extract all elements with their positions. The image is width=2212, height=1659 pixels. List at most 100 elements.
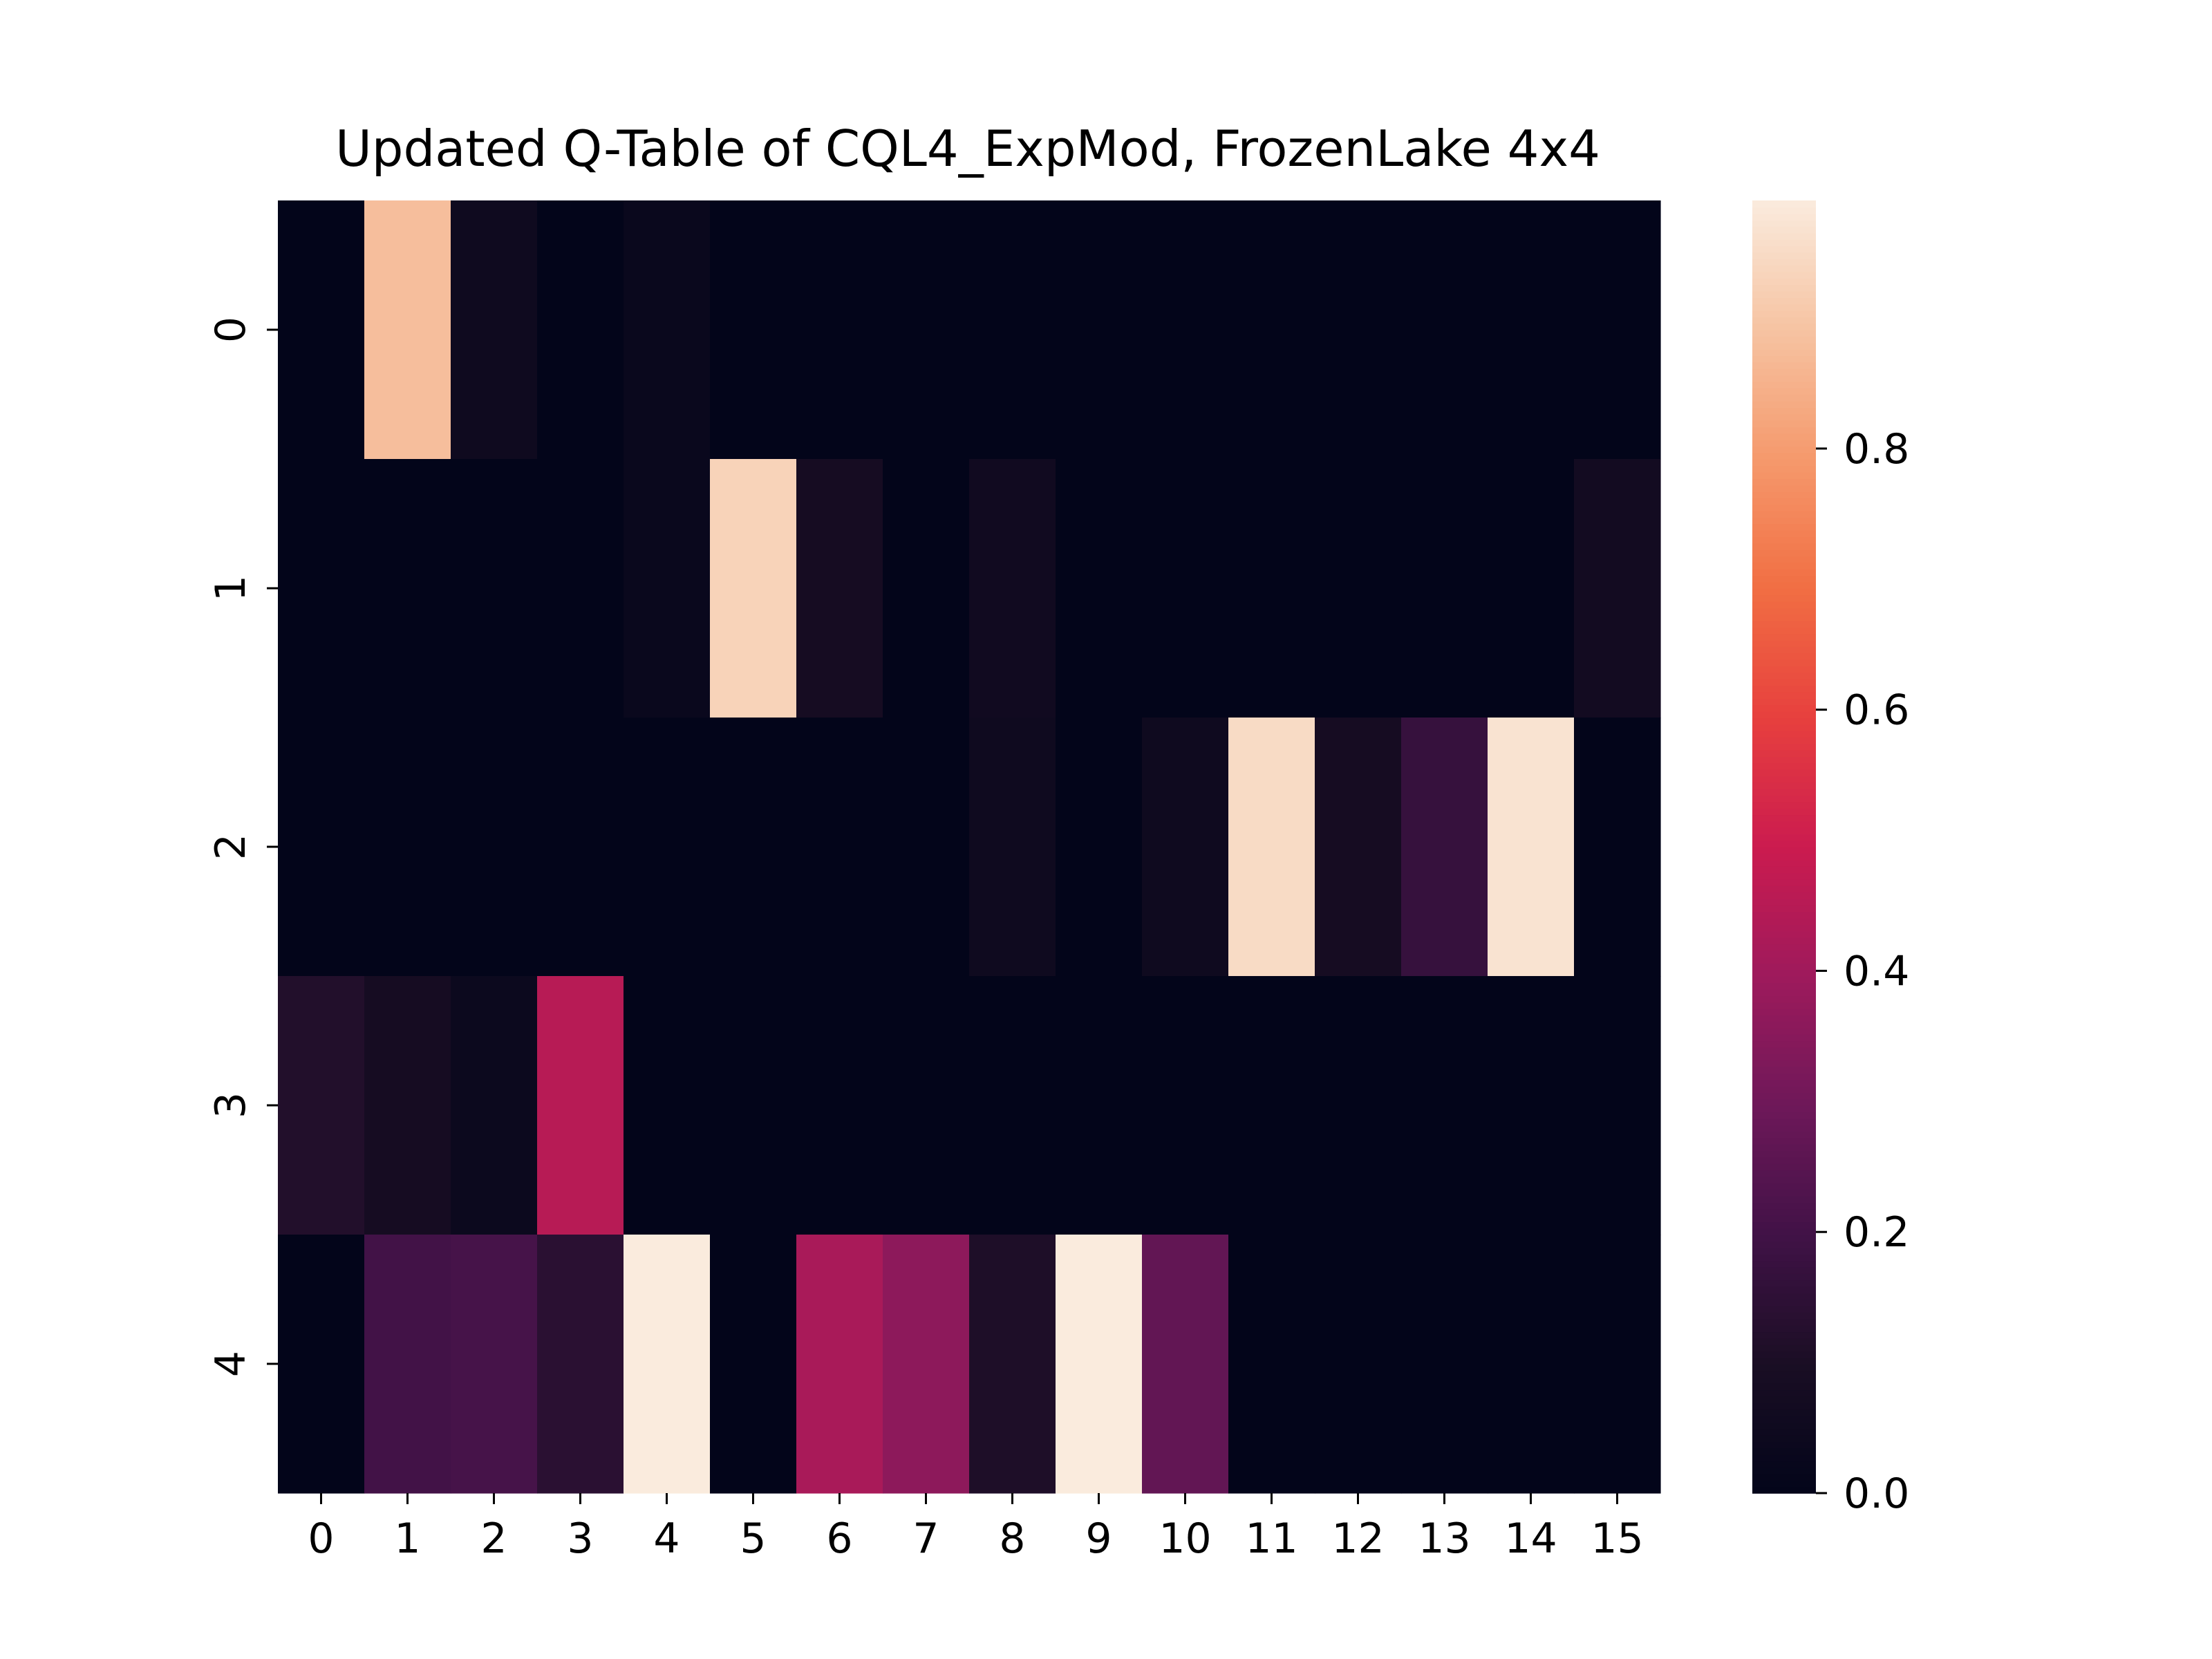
heatmap-cell [710,200,797,460]
colorbar-segment [1752,1280,1816,1287]
colorbar-segment [1752,1144,1816,1152]
colorbar-segment [1752,1441,1816,1449]
colorbar-segment [1752,213,1816,221]
heatmap-cell [278,459,365,718]
heatmap-cell [1228,1235,1315,1494]
heatmap-cell [451,459,538,718]
x-tick-label: 0 [308,1515,334,1563]
colorbar-segment [1752,627,1816,635]
colorbar-segment [1752,666,1816,673]
colorbar-segment [1752,769,1816,776]
colorbar-segment [1752,349,1816,357]
colorbar-segment [1752,937,1816,945]
colorbar-segment [1752,924,1816,932]
colorbar-segment [1752,1189,1816,1197]
colorbar-segment [1752,427,1816,434]
colorbar-segment [1752,988,1816,996]
heatmap-cell [710,976,797,1235]
colorbar-segment [1752,653,1816,660]
colorbar-segment [1752,807,1816,816]
heatmap-cell [364,200,451,460]
heatmap-cell [451,1235,538,1494]
colorbar-segment [1752,1105,1816,1113]
colorbar-segment [1752,1195,1816,1203]
heatmap-cell [1488,459,1575,718]
colorbar-segment [1752,1131,1816,1138]
colorbar-segment [1752,1338,1816,1345]
colorbar-segment [1752,543,1816,550]
colorbar-segment [1752,1344,1816,1352]
chart-title: Updated Q-Table of CQL4_ExpMod, FrozenLa… [335,120,1600,178]
colorbar-segment [1752,1331,1816,1339]
heatmap-cell [1228,718,1315,977]
heatmap-cell [1056,1235,1143,1494]
colorbar-segment [1752,944,1816,951]
colorbar-segment [1752,608,1816,615]
colorbar-segment [1752,556,1816,563]
colorbar-segment [1752,245,1816,253]
colorbar-segment [1752,375,1816,382]
colorbar-segment [1752,1228,1816,1235]
colorbar-segment [1752,1396,1816,1403]
colorbar-segment [1752,1215,1816,1223]
colorbar-segment [1752,1241,1816,1248]
heatmap-cell [1056,459,1143,718]
heatmap-cell [883,976,970,1235]
colorbar-segment [1752,1318,1816,1326]
colorbar-segment [1752,433,1816,440]
colorbar-segment [1752,413,1816,421]
colorbar-segment [1752,718,1816,725]
colorbar-segment [1752,1415,1816,1423]
colorbar-segment [1752,1486,1816,1494]
colorbar-segment [1752,1312,1816,1320]
colorbar-segment [1752,1324,1816,1333]
colorbar-segment [1752,917,1816,925]
colorbar-segment [1752,678,1816,686]
colorbar-segment [1752,1254,1816,1262]
colorbar-tick-label: 0.4 [1844,947,1909,995]
colorbar-segment [1752,588,1816,596]
x-tick-label: 6 [826,1515,852,1563]
heatmap-cell [1315,718,1402,977]
heatmap-cell [796,976,883,1235]
colorbar-segment [1752,1467,1816,1474]
colorbar-segment [1752,620,1816,628]
heatmap-cell [883,459,970,718]
colorbar-segment [1752,478,1816,486]
colorbar-segment [1752,1208,1816,1216]
heatmap-cell [537,200,624,460]
colorbar-segment [1752,1273,1816,1281]
x-tick-label: 15 [1591,1515,1643,1563]
colorbar-segment [1752,633,1816,641]
heatmap-cell [1401,718,1488,977]
colorbar-segment [1752,1008,1816,1015]
heatmap-cell [1574,200,1661,460]
colorbar-segment [1752,1266,1816,1274]
colorbar-segment [1752,872,1816,880]
heatmap-cell [1315,976,1402,1235]
heatmap-cell [278,200,365,460]
colorbar-segment [1752,400,1816,408]
heatmap-cell [1488,976,1575,1235]
colorbar-segment [1752,1176,1816,1183]
heatmap-cell [1142,459,1229,718]
colorbar-segment [1752,879,1816,886]
colorbar-tick-label: 0.8 [1844,425,1909,474]
colorbar-segment [1752,821,1816,828]
colorbar-tick-label: 0.6 [1844,686,1909,735]
heatmap-cell [1401,1235,1488,1494]
colorbar-segment [1752,1098,1816,1106]
heatmap-cell [969,718,1056,977]
colorbar-segment [1752,782,1816,789]
heatmap-cell [1488,1235,1575,1494]
colorbar-segment [1752,252,1816,259]
y-axis: 0 1 2 3 4 [207,317,278,1377]
colorbar-segment [1752,1370,1816,1378]
heatmap-cell [364,718,451,977]
colorbar-segment [1752,801,1816,809]
colorbar-segment [1752,1085,1816,1094]
colorbar-segment [1752,200,1816,208]
heatmap-cell [796,1235,883,1494]
heatmap-cell [1488,718,1575,977]
